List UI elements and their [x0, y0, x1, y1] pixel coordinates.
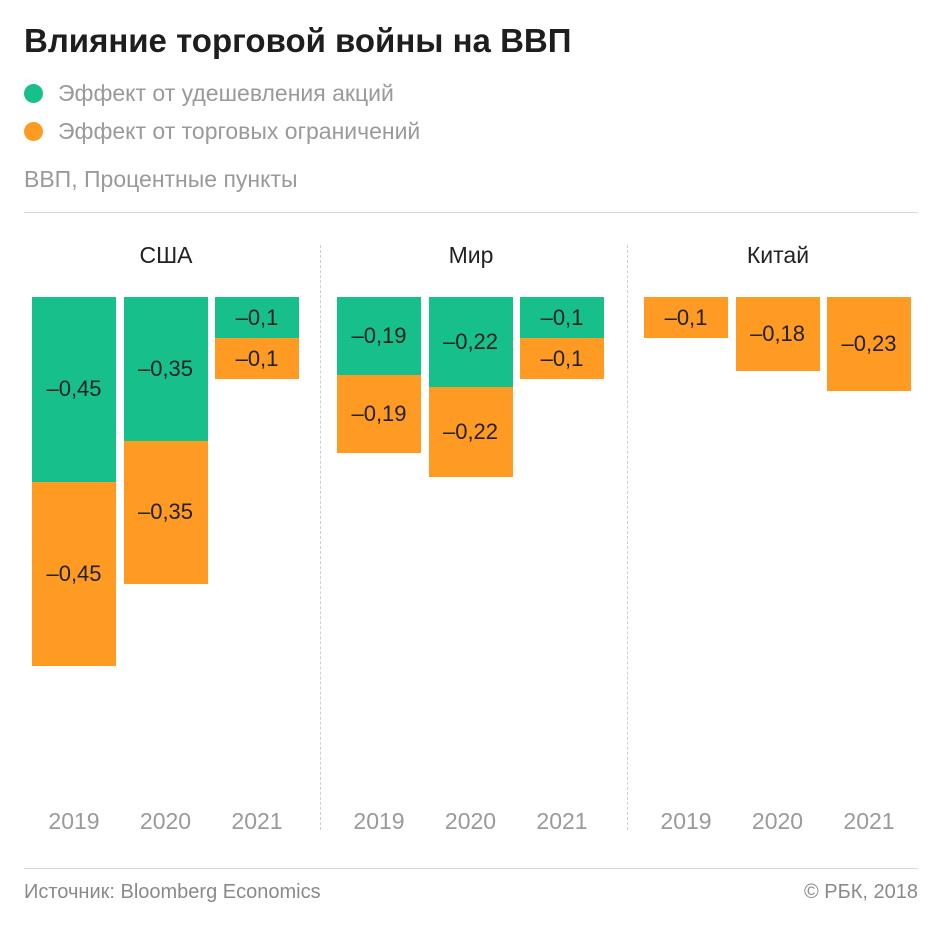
legend-green-dot-icon [24, 84, 43, 103]
bar-stocks-2021 [215, 297, 299, 338]
panel-divider [320, 245, 321, 830]
bar-stocks-2020 [428, 297, 513, 388]
bar-stocks-2020 [123, 297, 208, 441]
data-label: –0,45 [46, 376, 102, 402]
bar-trade-2021 [827, 297, 911, 392]
data-label: –0,35 [137, 355, 194, 381]
data-label: –0,19 [351, 322, 407, 348]
bar-stocks-2019 [337, 297, 421, 375]
x-tick-label: 2020 [444, 808, 497, 834]
bar-trade-2021 [520, 338, 604, 379]
x-tick-label: 2019 [660, 808, 712, 834]
bar-trade-2020 [428, 387, 513, 478]
data-label: –0,1 [540, 345, 584, 371]
data-label: –0,1 [235, 304, 279, 330]
bar-trade-2021 [215, 338, 299, 379]
data-label: –0,1 [664, 304, 708, 330]
copyright: © РБК, 2018 [803, 881, 918, 903]
legend-item-trade: Эффект от торговых ограничений [24, 118, 420, 145]
data-label: –0,19 [351, 400, 407, 426]
data-label: –0,22 [442, 329, 499, 355]
panel-title-usa: США [139, 242, 193, 268]
bar-trade-2019 [337, 374, 421, 453]
panel-title-china: Китай [746, 242, 810, 268]
bar-stocks-2019 [32, 297, 116, 482]
bar-trade-2020 [735, 297, 820, 371]
x-tick-label: 2020 [139, 808, 192, 834]
data-label: –0,35 [137, 499, 194, 525]
legend-label: Эффект от удешевления акций [58, 80, 394, 106]
data-label: –0,1 [235, 345, 279, 371]
x-tick-label: 2021 [231, 808, 283, 834]
x-tick-label: 2021 [536, 808, 588, 834]
y-axis-label: ВВП, Процентные пункты [24, 166, 298, 192]
data-label: –0,22 [442, 419, 499, 445]
data-label: –0,23 [841, 331, 897, 357]
data-label: –0,45 [46, 560, 102, 586]
bar-stocks-2021 [520, 297, 604, 338]
x-tick-label: 2021 [843, 808, 895, 834]
data-label: –0,1 [540, 304, 584, 330]
legend-label: Эффект от торговых ограничений [58, 118, 421, 144]
x-tick-label: 2019 [353, 808, 405, 834]
x-tick-label: 2019 [48, 808, 100, 834]
chart-title: Влияние торговой войны на ВВП [24, 22, 572, 59]
top-divider [24, 212, 918, 213]
bar-trade-2019 [644, 297, 728, 338]
data-label: –0,18 [749, 320, 806, 346]
bar-trade-2019 [32, 481, 116, 666]
source-note: Источник: Bloomberg Economics [24, 881, 321, 903]
x-tick-label: 2020 [751, 808, 804, 834]
legend-item-stocks: Эффект от удешевления акций [24, 80, 394, 107]
panel-divider [627, 245, 628, 830]
bottom-divider [24, 868, 918, 869]
panel-title-world: Мир [448, 242, 494, 268]
bar-trade-2020 [123, 440, 208, 584]
legend-orange-dot-icon [24, 122, 43, 141]
